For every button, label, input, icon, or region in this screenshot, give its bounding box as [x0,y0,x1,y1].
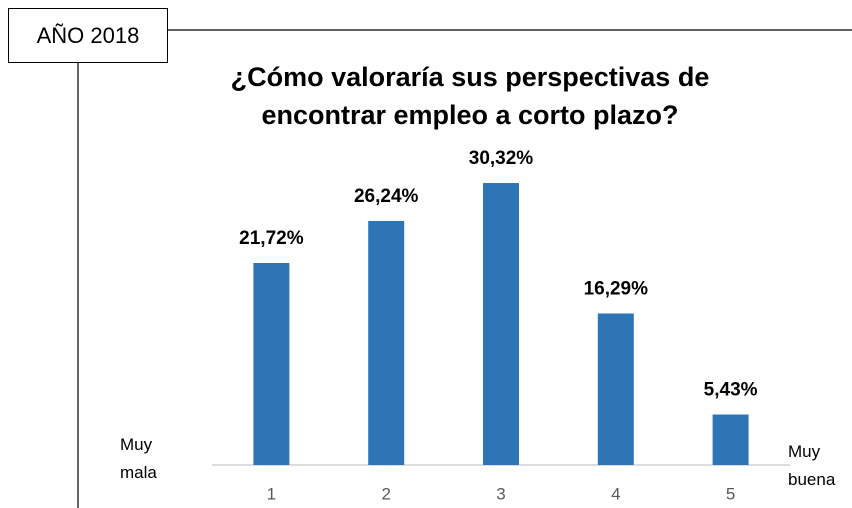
bar [597,313,634,465]
low-label: Muy mala [120,435,157,482]
bar [368,220,405,465]
x-tick-label: 1 [267,484,276,503]
value-label: 26,24% [354,186,419,207]
value-label: 16,29% [584,279,649,300]
value-label: 21,72% [239,228,304,249]
year-label: AÑO 2018 [8,8,168,63]
bar [712,414,749,465]
x-tick-label: 5 [726,484,735,503]
value-label: 30,32% [469,148,534,169]
chart-title: ¿Cómo valoraría sus perspectivas de enco… [230,62,710,130]
bar [483,183,519,466]
bar [253,263,290,465]
high-label: Muy buena [788,442,836,489]
x-tick-label: 4 [611,484,620,503]
x-tick-label: 3 [496,484,505,503]
value-label: 5,43% [704,380,758,401]
x-tick-label: 2 [381,484,390,503]
